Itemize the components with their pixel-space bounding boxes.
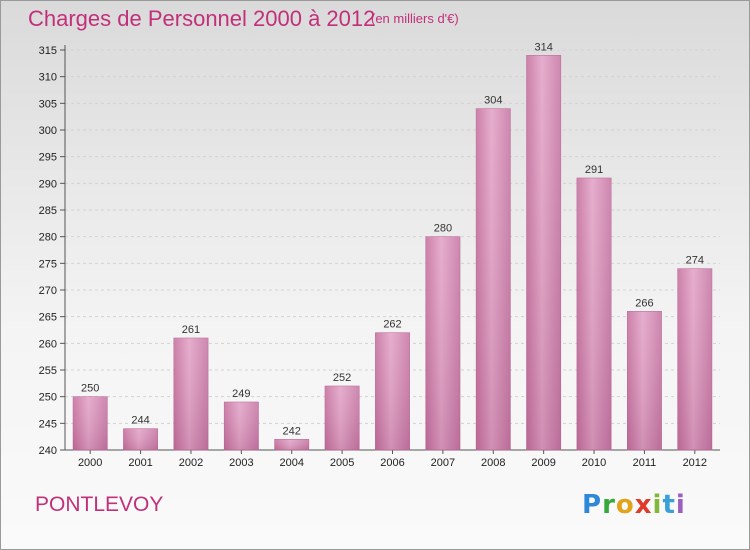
x-tick-label: 2006 <box>380 457 404 469</box>
chart-title: Charges de Personnel 2000 à 2012 <box>28 6 376 31</box>
y-tick-label: 240 <box>39 445 57 457</box>
bars <box>72 55 713 451</box>
value-label: 249 <box>232 388 250 400</box>
x-tick-label: 2007 <box>431 457 455 469</box>
y-tick-label: 300 <box>39 125 57 137</box>
x-tick-label: 2001 <box>128 457 152 469</box>
y-tick-label: 245 <box>39 418 57 430</box>
value-label: 314 <box>534 41 552 53</box>
y-tick-label: 280 <box>39 232 57 244</box>
bar-shade <box>274 439 309 450</box>
y-tick-label: 250 <box>39 392 57 404</box>
y-tick-label: 295 <box>39 152 57 164</box>
value-label: 274 <box>686 255 704 267</box>
x-tick-label: 2004 <box>279 457 303 469</box>
y-tick-label: 290 <box>39 178 57 190</box>
y-tick-label: 285 <box>39 205 57 217</box>
y-tick-label: 265 <box>39 312 57 324</box>
x-tick-label: 2012 <box>683 457 707 469</box>
bar-shade <box>375 332 410 450</box>
bar-shade <box>123 428 158 450</box>
proxiti-logo[interactable]: Proxiti <box>582 490 686 520</box>
value-label: 250 <box>81 383 99 395</box>
value-label: 261 <box>182 324 200 336</box>
y-tick-label: 270 <box>39 285 57 297</box>
bar-shade <box>576 178 612 450</box>
value-label: 262 <box>383 319 401 331</box>
value-label: 304 <box>484 95 502 107</box>
x-tick-label: 2005 <box>330 457 354 469</box>
y-tick-label: 260 <box>39 338 57 350</box>
chart-subtitle: (en milliers d'€) <box>371 11 459 26</box>
bar-shade <box>73 396 108 450</box>
x-tick-label: 2010 <box>582 457 606 469</box>
value-label: 244 <box>131 415 149 427</box>
x-tick-label: 2009 <box>531 457 555 469</box>
bar-shade <box>526 55 561 450</box>
y-tick-label: 315 <box>39 45 57 57</box>
bar-shade <box>173 338 209 450</box>
bar-shade <box>627 311 662 450</box>
y-tick-label: 275 <box>39 258 57 270</box>
value-label: 242 <box>283 425 301 437</box>
x-tick-label: 2003 <box>229 457 253 469</box>
bar-shade <box>324 386 360 450</box>
bar-shade <box>677 268 712 450</box>
bar-shade <box>224 402 259 450</box>
value-label: 280 <box>434 223 452 235</box>
x-tick-label: 2000 <box>78 457 102 469</box>
x-tick-label: 2008 <box>481 457 505 469</box>
y-tick-label: 305 <box>39 98 57 110</box>
commune-name: PONTLEVOY <box>35 493 164 516</box>
value-label: 252 <box>333 372 351 384</box>
x-tick-label: 2011 <box>633 457 657 469</box>
value-label: 291 <box>585 164 603 176</box>
y-tick-label: 255 <box>39 365 57 377</box>
bar-shade <box>476 108 511 451</box>
x-tick-label: 2002 <box>179 457 203 469</box>
y-tick-label: 310 <box>39 72 57 84</box>
bar-shade <box>425 236 461 450</box>
value-label: 266 <box>635 297 653 309</box>
labels: 240 245 250 255 260 265 270 275 280 285 290 295 300 3… <box>39 41 707 469</box>
